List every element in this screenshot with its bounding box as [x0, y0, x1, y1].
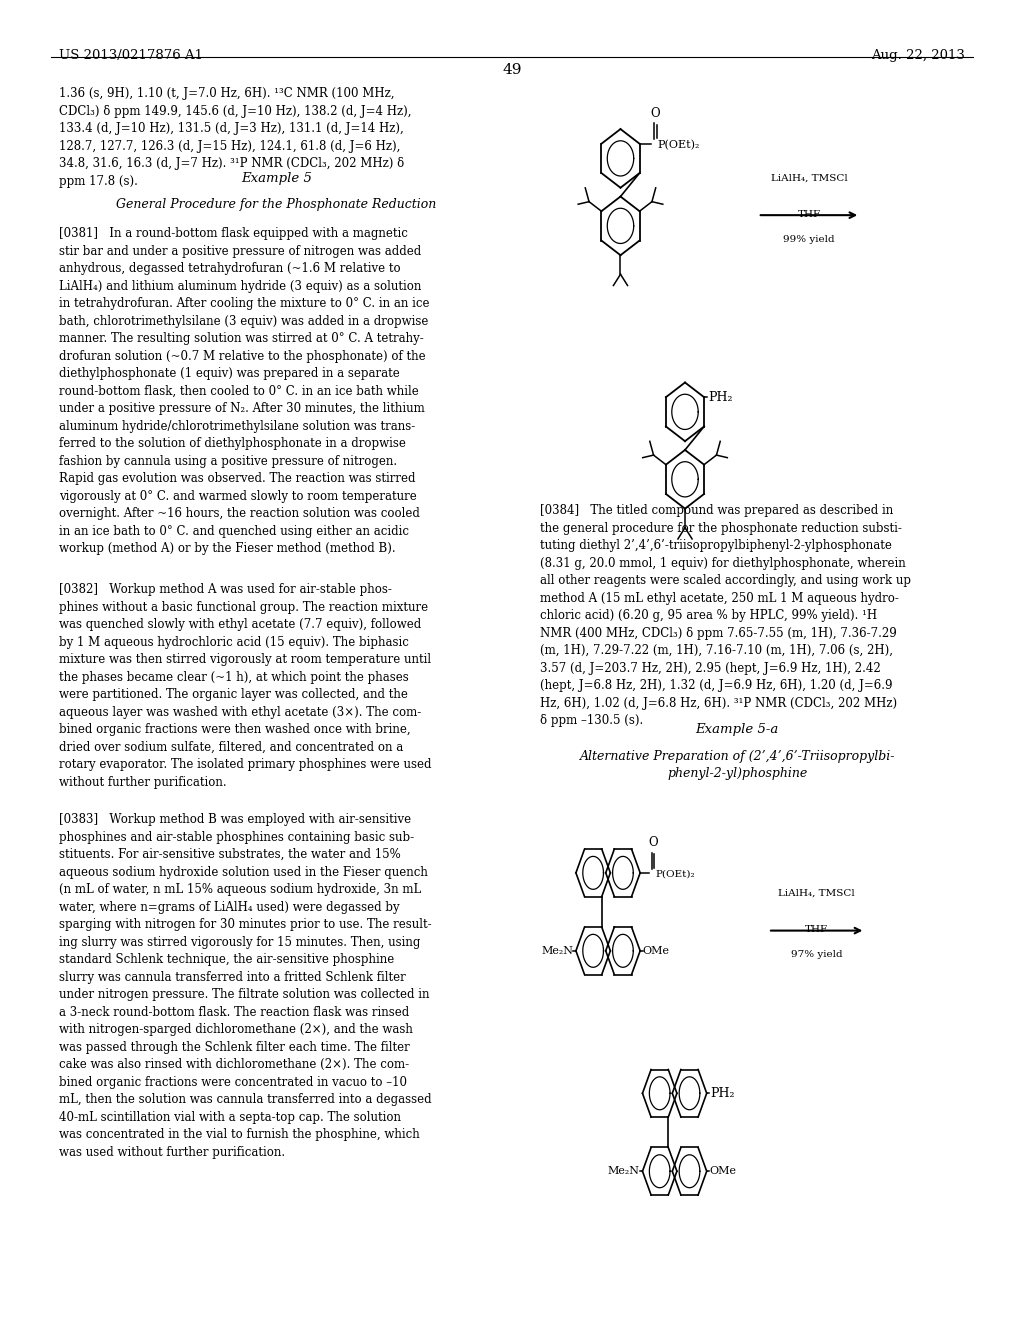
Text: Example 5: Example 5 [241, 172, 312, 185]
Text: P(OEt)₂: P(OEt)₂ [657, 140, 700, 150]
Text: Alternative Preparation of (2’,4’,6’-Triisopropylbi-
phenyl-2-yl)phosphine: Alternative Preparation of (2’,4’,6’-Tri… [580, 750, 895, 780]
Text: THF: THF [805, 925, 828, 935]
Text: PH₂: PH₂ [709, 391, 733, 404]
Text: O: O [650, 107, 660, 120]
Text: [0382]   Workup method A was used for air-stable phos-
phines without a basic fu: [0382] Workup method A was used for air-… [59, 583, 432, 789]
Text: 99% yield: 99% yield [783, 235, 835, 244]
Text: THF: THF [798, 210, 820, 219]
Text: Example 5-a: Example 5-a [695, 723, 779, 737]
Text: PH₂: PH₂ [711, 1086, 735, 1100]
Text: 97% yield: 97% yield [791, 950, 843, 960]
Text: General Procedure for the Phosphonate Reduction: General Procedure for the Phosphonate Re… [117, 198, 436, 211]
Text: [0384]   The titled compound was prepared as described in
the general procedure : [0384] The titled compound was prepared … [540, 504, 910, 727]
Text: 49: 49 [502, 63, 522, 78]
Text: O: O [648, 836, 657, 849]
Text: LiAlH₄, TMSCl: LiAlH₄, TMSCl [778, 888, 855, 898]
Text: US 2013/0217876 A1: US 2013/0217876 A1 [59, 49, 204, 62]
Text: [0383]   Workup method B was employed with air-sensitive
phosphines and air-stab: [0383] Workup method B was employed with… [59, 813, 432, 1159]
Text: OMe: OMe [643, 946, 670, 956]
Text: 1.36 (s, 9H), 1.10 (t, J=7.0 Hz, 6H). ¹³C NMR (100 MHz,
CDCl₃) δ ppm 149.9, 145.: 1.36 (s, 9H), 1.10 (t, J=7.0 Hz, 6H). ¹³… [59, 87, 412, 187]
Text: [0381]   In a round-bottom flask equipped with a magnetic
stir bar and under a p: [0381] In a round-bottom flask equipped … [59, 227, 430, 554]
Text: LiAlH₄, TMSCl: LiAlH₄, TMSCl [771, 173, 847, 182]
Text: P(OEt)₂: P(OEt)₂ [655, 870, 695, 879]
Text: Me₂N: Me₂N [542, 946, 573, 956]
Text: OMe: OMe [710, 1167, 736, 1176]
Text: Aug. 22, 2013: Aug. 22, 2013 [870, 49, 965, 62]
Text: Me₂N: Me₂N [608, 1167, 640, 1176]
